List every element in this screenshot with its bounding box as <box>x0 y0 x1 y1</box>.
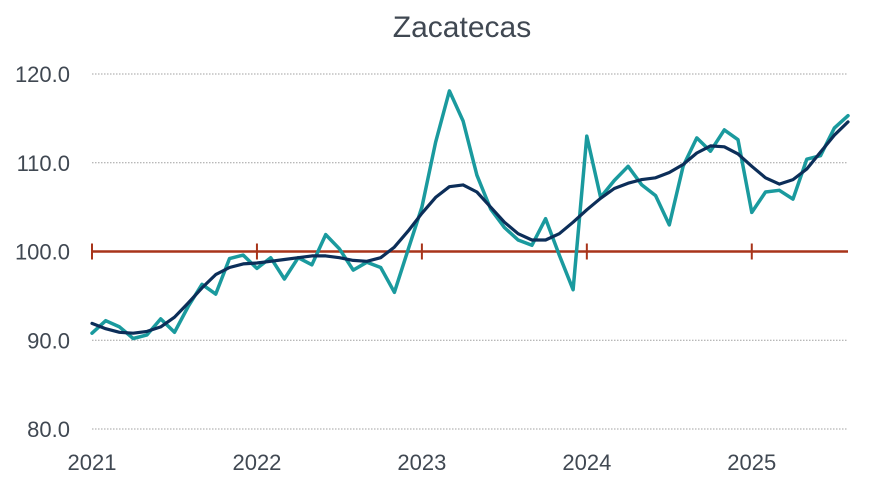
series-line-2 <box>90 120 850 335</box>
y-tick-label: 100.0 <box>15 240 70 265</box>
y-tick-label: 110.0 <box>17 151 70 176</box>
x-tick-label: 2021 <box>68 450 117 475</box>
series-line-1 <box>90 89 850 341</box>
y-tick-label: 120.0 <box>15 62 70 87</box>
x-tick-label: 2024 <box>562 450 611 475</box>
y-axis-ticks: 80.0 90.0 100.0 110.0 120.0 <box>15 62 70 442</box>
y-tick-label: 90.0 <box>27 328 70 353</box>
reference-line <box>91 243 848 260</box>
chart-title: Zacatecas <box>393 11 531 44</box>
y-tick-label: 80.0 <box>27 417 70 442</box>
x-tick-label: 2022 <box>232 450 281 475</box>
x-tick-label: 2025 <box>727 450 776 475</box>
x-tick-label: 2023 <box>397 450 446 475</box>
series-group <box>90 89 850 341</box>
x-axis-ticks: 2021 2022 2023 2024 2025 <box>68 450 777 475</box>
